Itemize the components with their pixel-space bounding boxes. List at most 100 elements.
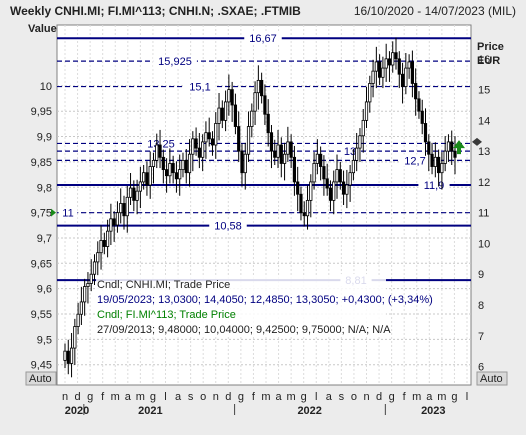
candle[interactable] (214, 112, 218, 159)
candle[interactable] (335, 154, 339, 199)
candle[interactable] (237, 111, 241, 162)
candle[interactable] (246, 111, 251, 162)
candle[interactable] (161, 149, 165, 184)
candle[interactable] (417, 91, 421, 119)
candle[interactable] (446, 134, 451, 162)
candle[interactable] (427, 134, 431, 172)
candle[interactable] (164, 158, 169, 193)
candle[interactable] (276, 129, 280, 169)
candle[interactable] (358, 128, 362, 162)
candle[interactable] (240, 143, 244, 187)
candle[interactable] (233, 93, 238, 135)
candle[interactable] (227, 74, 231, 116)
candle[interactable] (286, 126, 290, 162)
candle[interactable] (66, 339, 70, 375)
candle[interactable] (76, 302, 80, 335)
candle[interactable] (145, 161, 149, 196)
candle[interactable] (440, 152, 444, 190)
candle[interactable] (207, 117, 211, 147)
candle[interactable] (223, 90, 228, 132)
candle[interactable] (279, 137, 283, 178)
candle[interactable] (423, 108, 428, 156)
candle[interactable] (253, 81, 257, 125)
candle[interactable] (397, 51, 401, 89)
candle[interactable] (319, 146, 323, 181)
candle[interactable] (266, 99, 270, 147)
candle[interactable] (86, 272, 90, 304)
candle[interactable] (312, 152, 316, 190)
candle[interactable] (69, 333, 74, 378)
candle[interactable] (132, 180, 136, 212)
candle[interactable] (115, 201, 120, 233)
candle[interactable] (79, 286, 83, 325)
candle[interactable] (400, 62, 405, 104)
candle[interactable] (230, 81, 234, 122)
candle[interactable] (361, 109, 365, 153)
candle[interactable] (305, 185, 310, 230)
candle[interactable] (128, 173, 133, 205)
candle[interactable] (296, 166, 300, 212)
candle[interactable] (289, 134, 293, 169)
candle[interactable] (155, 133, 159, 169)
candle[interactable] (191, 131, 195, 172)
candle[interactable] (414, 68, 418, 116)
candle[interactable] (96, 241, 100, 276)
candle[interactable] (450, 130, 454, 165)
candle[interactable] (410, 50, 414, 98)
candle[interactable] (92, 254, 97, 285)
candle[interactable] (256, 65, 260, 110)
candle[interactable] (201, 134, 205, 172)
candle[interactable] (102, 232, 106, 255)
candle[interactable] (309, 174, 313, 218)
candle[interactable] (181, 152, 185, 178)
candle[interactable] (178, 154, 182, 196)
candle[interactable] (174, 161, 179, 193)
candle[interactable] (106, 219, 110, 258)
candle[interactable] (292, 145, 297, 196)
candle[interactable] (73, 318, 77, 365)
candle[interactable] (243, 142, 247, 190)
candle[interactable] (364, 86, 369, 129)
candle[interactable] (83, 278, 87, 316)
candle[interactable] (138, 166, 142, 209)
candle[interactable] (194, 127, 198, 156)
candle[interactable] (404, 53, 408, 95)
candle[interactable] (112, 211, 116, 242)
candle[interactable] (355, 133, 359, 172)
candle[interactable] (381, 56, 385, 89)
candle[interactable] (351, 149, 356, 181)
candle[interactable] (430, 142, 434, 175)
candle[interactable] (135, 179, 139, 215)
candle[interactable] (325, 163, 329, 196)
candle[interactable] (220, 100, 224, 129)
candle[interactable] (391, 41, 395, 73)
candle[interactable] (171, 155, 175, 184)
candle[interactable] (299, 186, 303, 221)
candle[interactable] (453, 136, 457, 175)
candle[interactable] (387, 51, 392, 82)
candle[interactable] (269, 125, 274, 169)
candle[interactable] (109, 203, 113, 245)
candle[interactable] (210, 131, 215, 156)
candle[interactable] (89, 259, 93, 292)
auto-right-button[interactable] (476, 371, 508, 386)
candle[interactable] (437, 149, 441, 187)
candle[interactable] (368, 75, 372, 113)
candle[interactable] (282, 142, 287, 181)
candle[interactable] (142, 165, 146, 190)
candle[interactable] (99, 225, 103, 270)
candle[interactable] (315, 139, 319, 175)
candle[interactable] (302, 201, 306, 227)
candle[interactable] (433, 142, 437, 178)
candle[interactable] (407, 54, 411, 79)
candle[interactable] (260, 72, 264, 104)
candle[interactable] (184, 149, 188, 184)
candle[interactable] (338, 161, 342, 190)
candle[interactable] (374, 46, 378, 89)
candle[interactable] (371, 59, 375, 98)
candle[interactable] (187, 139, 192, 187)
candle[interactable] (125, 185, 129, 233)
candle[interactable] (420, 99, 424, 135)
candle[interactable] (158, 129, 162, 169)
